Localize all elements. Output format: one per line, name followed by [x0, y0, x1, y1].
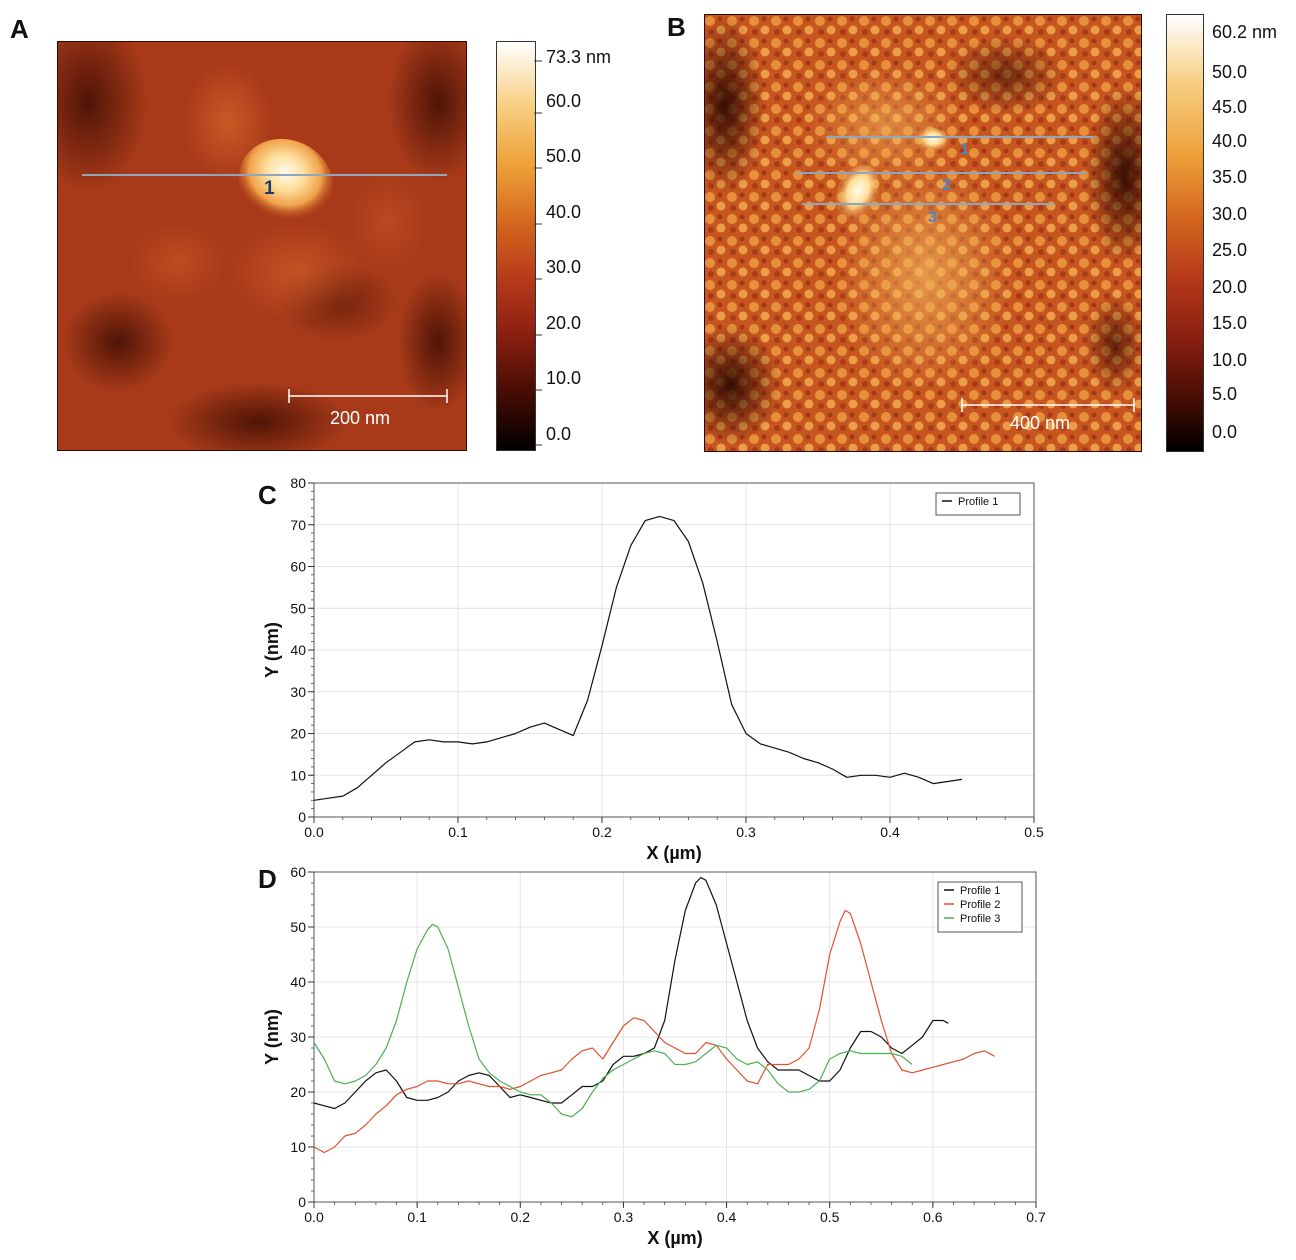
chart-c-ytick-label: 30 — [290, 684, 306, 700]
chart-c-ylabel: Y (nm) — [262, 622, 282, 678]
afm-overlay-a — [82, 174, 448, 403]
chart-d-legend-box — [937, 881, 1023, 933]
colorbar-b-tick-50: 50.0 — [1212, 62, 1248, 82]
colorbar-b-tick-25: 25.0 — [1212, 240, 1248, 260]
afm-height-map-b — [705, 15, 1141, 451]
chart-c-ytick-label: 70 — [290, 517, 306, 533]
chart-d-ytick-label: 40 — [290, 974, 306, 990]
afm-image-b — [704, 14, 1142, 452]
colorbar-b-tick-15: 15.0 — [1212, 313, 1248, 333]
panel-letter-c: C — [258, 480, 277, 510]
chart-d-ytick-label: 20 — [290, 1084, 306, 1100]
chart-d-series-line-3 — [313, 923, 913, 1118]
chart-c-legend-box — [935, 492, 1021, 516]
colorbar-a-tick-50: 50.0 — [546, 146, 582, 166]
colorbar-b-tick-40: 40.0 — [1212, 131, 1248, 151]
chart-c-series-line-1 — [313, 515, 963, 801]
colorbar-b-tick-0: 0.0 — [1212, 422, 1238, 442]
chart-d-ytick-label: 10 — [290, 1139, 306, 1155]
chart-c-xtick-label: 0.4 — [880, 824, 900, 840]
chart-c-ytick-label: 10 — [290, 767, 306, 783]
colorbar-b-max: 60.2 nm — [1212, 22, 1278, 42]
colorbar-b-tick-20: 20.0 — [1212, 277, 1248, 297]
chart-c-xtick-label: 0.0 — [304, 824, 324, 840]
chart-d-xtick-label: 0.7 — [1026, 1209, 1046, 1225]
chart-c-ytick-label: 80 — [290, 475, 306, 491]
chart-c-legend-label-1: Profile 1 — [958, 496, 998, 508]
colorbar-a-tick-60: 60.0 — [546, 91, 582, 111]
chart-d-xtick-label: 0.5 — [820, 1209, 840, 1225]
colorbar-b-tick-45: 45.0 — [1212, 97, 1248, 117]
profile-label-b-3: 3 — [928, 209, 937, 226]
chart-c-ytick-label: 60 — [290, 559, 306, 575]
chart-d-legend-label-3: Profile 3 — [960, 913, 1000, 925]
panel-letter-b: B — [667, 12, 686, 42]
chart-c-xtick-label: 0.5 — [1024, 824, 1044, 840]
chart-d-xtick-label: 0.2 — [511, 1209, 531, 1225]
chart-c-plot-frame — [313, 482, 1035, 818]
colorbar-b — [1166, 14, 1204, 452]
chart-d-xtick-label: 0.1 — [407, 1209, 427, 1225]
chart-d-xtick-label: 0.4 — [717, 1209, 737, 1225]
chart-c-ytick-label: 40 — [290, 642, 306, 658]
colorbar-b-tick-30: 30.0 — [1212, 204, 1248, 224]
chart-c-ytick-label: 50 — [290, 600, 306, 616]
chart-d-legend-label-2: Profile 2 — [960, 899, 1000, 911]
afm-height-map-a — [58, 42, 466, 450]
panel-letter-d: D — [258, 864, 277, 894]
panel-letter-a: A — [10, 14, 29, 44]
scale-bar-text-a: 200 nm — [330, 408, 391, 428]
afm-image-a — [57, 41, 467, 451]
colorbar-a-tick-0: 0.0 — [546, 424, 572, 444]
chart-d-ytick-label: 0 — [298, 1194, 306, 1210]
profile-label-a-1: 1 — [264, 178, 275, 199]
colorbar-b-tick-10: 10.0 — [1212, 350, 1248, 370]
chart-c-xtick-label: 0.2 — [592, 824, 612, 840]
chart-d-plot-frame — [313, 871, 1037, 1203]
colorbar-a-tick-20: 20.0 — [546, 313, 582, 333]
chart-c-ytick-label: 20 — [290, 726, 306, 742]
colorbar-a — [496, 41, 536, 451]
chart-c-xlabel: X (µm) — [646, 843, 701, 863]
chart-d-series-line-1 — [313, 876, 949, 1110]
chart-d-xtick-label: 0.3 — [614, 1209, 634, 1225]
chart-d-series-line-2 — [313, 909, 995, 1154]
colorbar-a-tick-10: 10.0 — [546, 368, 582, 388]
colorbar-b-tick-5: 5.0 — [1212, 384, 1238, 404]
chart-c-ytick-label: 0 — [298, 809, 306, 825]
chart-d-xlabel: X (µm) — [647, 1228, 702, 1248]
profile-label-b-2: 2 — [942, 177, 951, 194]
colorbar-a-max: 73.3 nm — [546, 47, 612, 67]
chart-d-legend-label-1: Profile 1 — [960, 885, 1000, 897]
colorbar-a-tick-40: 40.0 — [546, 202, 582, 222]
chart-d-ytick-label: 50 — [290, 919, 306, 935]
chart-d-xtick-label: 0.0 — [304, 1209, 324, 1225]
scale-bar-text-b: 400 nm — [1010, 413, 1071, 433]
chart-d-ylabel: Y (nm) — [262, 1009, 282, 1065]
chart-c-xtick-label: 0.3 — [736, 824, 756, 840]
chart-d-ytick-label: 30 — [290, 1029, 306, 1045]
colorbar-a-tick-30: 30.0 — [546, 257, 582, 277]
profile-label-b-1: 1 — [960, 141, 969, 158]
colorbar-b-tick-35: 35.0 — [1212, 167, 1248, 187]
chart-d-xtick-label: 0.6 — [923, 1209, 943, 1225]
chart-c-xtick-label: 0.1 — [448, 824, 468, 840]
chart-d-ytick-label: 60 — [290, 864, 306, 880]
afm-overlay-b — [797, 136, 1135, 412]
colorbar-a-ticks — [534, 60, 542, 446]
